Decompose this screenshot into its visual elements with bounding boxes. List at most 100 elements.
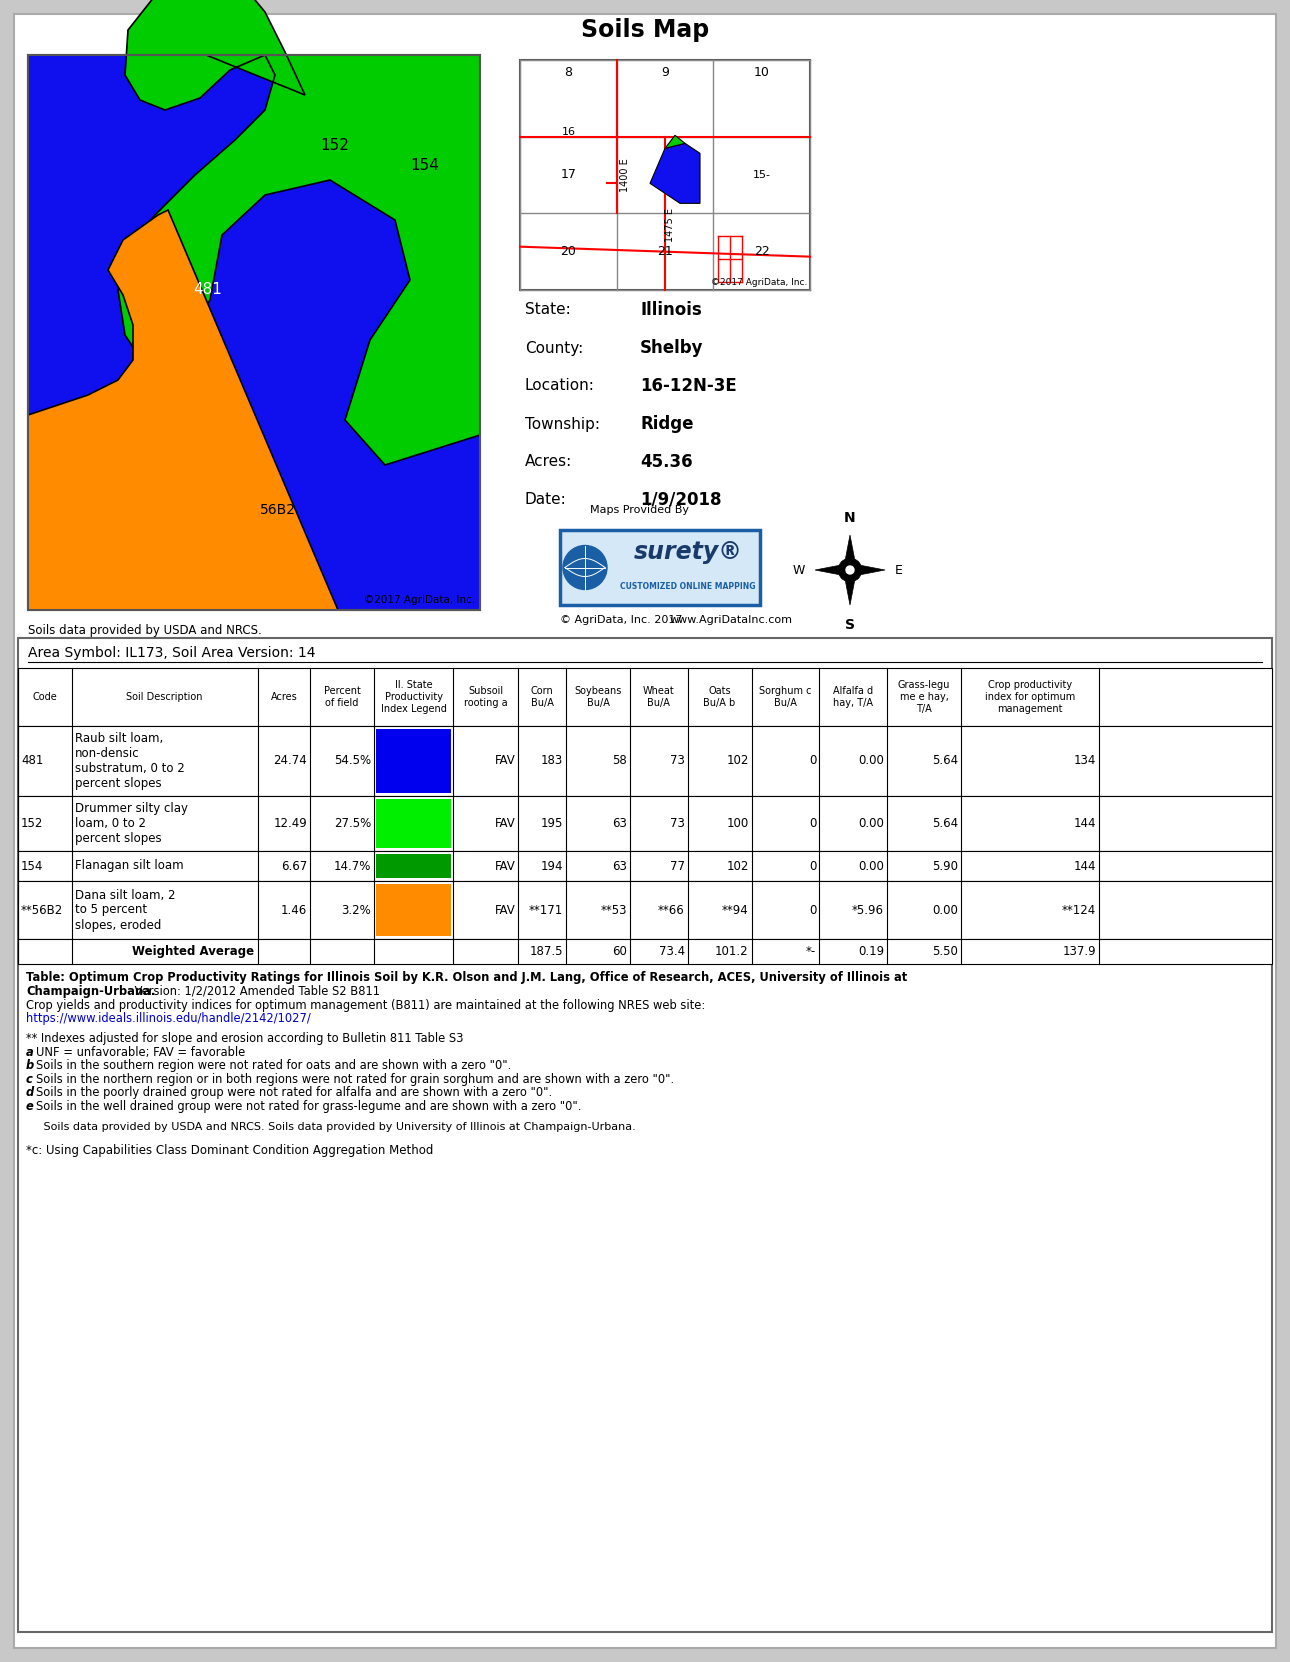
Text: 3.2%: 3.2% xyxy=(342,904,372,916)
Text: 0: 0 xyxy=(809,755,817,768)
Text: 5.90: 5.90 xyxy=(931,859,958,873)
Bar xyxy=(520,60,810,289)
Bar xyxy=(18,726,1272,796)
Text: Subsoil
rooting a: Subsoil rooting a xyxy=(464,686,507,708)
Text: 102: 102 xyxy=(726,859,748,873)
Text: Raub silt loam,
non-densic
substratum, 0 to 2
percent slopes: Raub silt loam, non-densic substratum, 0… xyxy=(75,731,184,789)
Text: Oats
Bu/A b: Oats Bu/A b xyxy=(703,686,735,708)
Bar xyxy=(18,851,1272,881)
Text: Maps Provided By: Maps Provided By xyxy=(590,505,689,515)
Text: Corn
Bu/A: Corn Bu/A xyxy=(530,686,553,708)
Text: a: a xyxy=(26,1045,34,1059)
Text: 134: 134 xyxy=(1073,755,1096,768)
Polygon shape xyxy=(650,143,700,203)
Text: 0: 0 xyxy=(809,818,817,829)
Text: 1475 E: 1475 E xyxy=(666,208,675,243)
Text: Soybeans
Bu/A: Soybeans Bu/A xyxy=(574,686,622,708)
Text: 187.5: 187.5 xyxy=(529,946,562,957)
Text: 5.64: 5.64 xyxy=(931,755,958,768)
Text: FAV: FAV xyxy=(494,755,515,768)
Text: 20: 20 xyxy=(560,246,577,258)
Text: **53: **53 xyxy=(600,904,627,916)
Text: Date:: Date: xyxy=(525,492,566,507)
Text: www.AgriDataInc.com: www.AgriDataInc.com xyxy=(670,615,793,625)
Text: **66: **66 xyxy=(658,904,685,916)
Bar xyxy=(377,799,451,848)
Text: Code: Code xyxy=(32,691,57,701)
Text: Location:: Location: xyxy=(525,379,595,394)
Text: Soil Description: Soil Description xyxy=(126,691,203,701)
Polygon shape xyxy=(117,0,480,465)
Text: 194: 194 xyxy=(541,859,562,873)
Text: Shelby: Shelby xyxy=(640,339,703,357)
Bar xyxy=(377,730,451,793)
Text: 154: 154 xyxy=(21,859,44,873)
Text: Crop productivity
index for optimum
management: Crop productivity index for optimum mana… xyxy=(984,680,1075,713)
Text: Alfalfa d
hay, T/A: Alfalfa d hay, T/A xyxy=(833,686,873,708)
Text: Acres: Acres xyxy=(271,691,297,701)
Text: 12.49: 12.49 xyxy=(273,818,307,829)
Text: FAV: FAV xyxy=(494,818,515,829)
Text: Soils Map: Soils Map xyxy=(580,18,710,42)
Text: Percent
of field: Percent of field xyxy=(324,686,361,708)
Text: Champaign-Urbana.: Champaign-Urbana. xyxy=(26,986,155,997)
Polygon shape xyxy=(815,535,885,605)
Text: https://www.ideals.illinois.edu/handle/2142/1027/: https://www.ideals.illinois.edu/handle/2… xyxy=(26,1012,311,1025)
Text: *5.96: *5.96 xyxy=(851,904,884,916)
Text: c: c xyxy=(26,1072,32,1085)
Text: Soils data provided by USDA and NRCS.: Soils data provided by USDA and NRCS. xyxy=(28,623,262,637)
Text: 481: 481 xyxy=(194,283,222,297)
Bar xyxy=(18,668,1272,726)
Text: 183: 183 xyxy=(541,755,562,768)
Text: 101.2: 101.2 xyxy=(715,946,748,957)
Circle shape xyxy=(562,545,608,590)
Text: 144: 144 xyxy=(1073,859,1096,873)
Text: 195: 195 xyxy=(541,818,562,829)
Text: 0.00: 0.00 xyxy=(858,859,884,873)
Text: d: d xyxy=(26,1087,35,1099)
Polygon shape xyxy=(666,135,685,148)
Text: State:: State: xyxy=(525,302,570,317)
Text: 10: 10 xyxy=(753,65,770,78)
Text: 0.00: 0.00 xyxy=(858,755,884,768)
Text: 102: 102 xyxy=(726,755,748,768)
Text: e: e xyxy=(26,1100,34,1114)
Text: 0: 0 xyxy=(809,904,817,916)
Text: 77: 77 xyxy=(670,859,685,873)
Text: Il. State
Productivity
Index Legend: Il. State Productivity Index Legend xyxy=(381,680,446,713)
Text: 0: 0 xyxy=(809,859,817,873)
Bar xyxy=(28,55,480,610)
Bar xyxy=(377,854,451,878)
Bar xyxy=(560,530,760,605)
Text: 54.5%: 54.5% xyxy=(334,755,372,768)
Text: 15-: 15- xyxy=(752,170,770,179)
Bar xyxy=(18,881,1272,939)
Text: Soils in the well drained group were not rated for grass-legume and are shown wi: Soils in the well drained group were not… xyxy=(36,1100,582,1114)
Text: 21: 21 xyxy=(657,246,673,258)
Text: 100: 100 xyxy=(726,818,748,829)
Text: *-: *- xyxy=(806,946,817,957)
Text: © AgriData, Inc. 2017: © AgriData, Inc. 2017 xyxy=(560,615,682,625)
Bar xyxy=(18,939,1272,964)
Text: 1.46: 1.46 xyxy=(281,904,307,916)
Text: FAV: FAV xyxy=(494,859,515,873)
Text: 60: 60 xyxy=(611,946,627,957)
Text: E: E xyxy=(895,563,903,577)
Text: 45.36: 45.36 xyxy=(640,454,693,470)
Text: 22: 22 xyxy=(753,246,770,258)
Polygon shape xyxy=(28,209,338,610)
Text: Soils in the northern region or in both regions were not rated for grain sorghum: Soils in the northern region or in both … xyxy=(36,1072,675,1085)
Text: **171: **171 xyxy=(529,904,562,916)
Text: CUSTOMIZED ONLINE MAPPING: CUSTOMIZED ONLINE MAPPING xyxy=(620,582,756,590)
Text: ** Indexes adjusted for slope and erosion according to Bulletin 811 Table S3: ** Indexes adjusted for slope and erosio… xyxy=(26,1032,463,1045)
Text: surety®: surety® xyxy=(633,540,743,565)
Text: **94: **94 xyxy=(722,904,748,916)
Text: Weighted Average: Weighted Average xyxy=(133,946,254,957)
Text: b: b xyxy=(26,1059,35,1072)
Text: 17: 17 xyxy=(560,168,577,181)
Text: 5.64: 5.64 xyxy=(931,818,958,829)
Text: 16-12N-3E: 16-12N-3E xyxy=(640,377,737,396)
Text: Illinois: Illinois xyxy=(640,301,702,319)
Text: 0.00: 0.00 xyxy=(933,904,958,916)
Text: 1/9/2018: 1/9/2018 xyxy=(640,490,721,509)
